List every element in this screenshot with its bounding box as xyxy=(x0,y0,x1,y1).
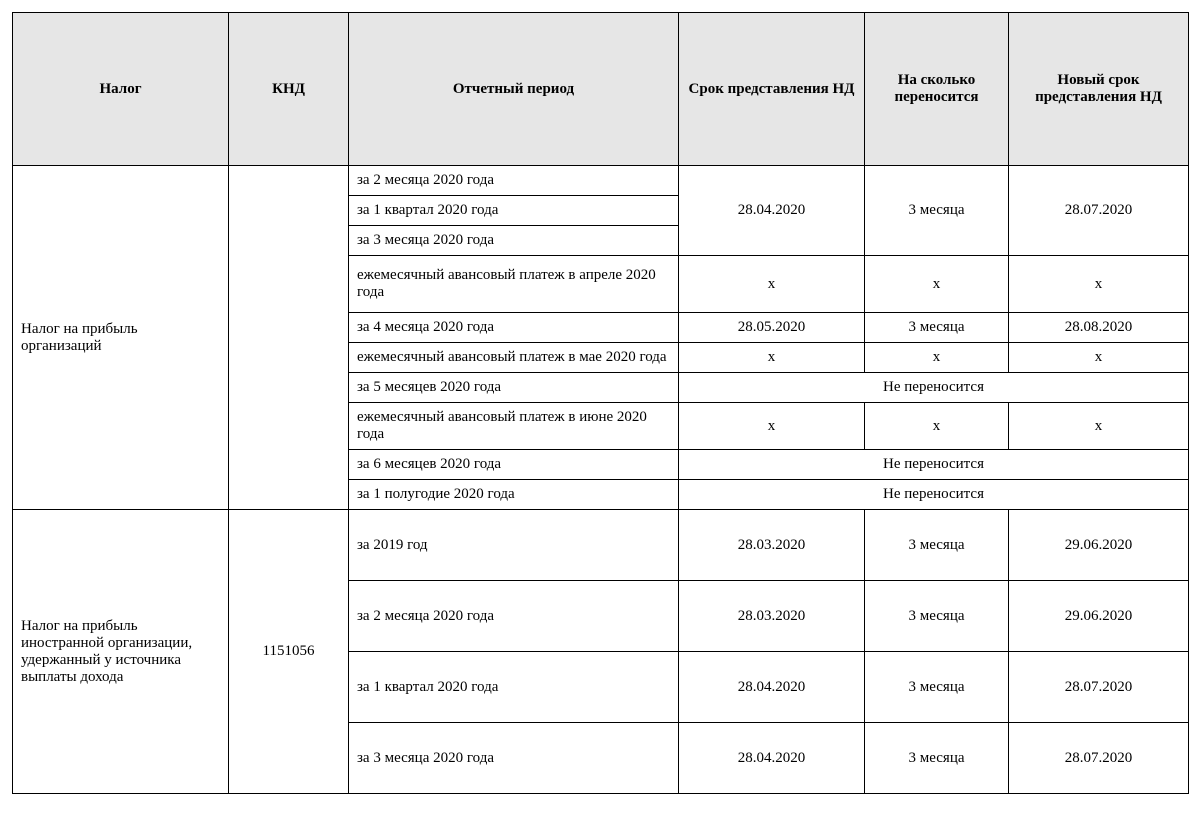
due-cell: 28.04.2020 xyxy=(679,166,865,256)
newdue-cell: 28.07.2020 xyxy=(1009,652,1189,723)
shift-cell: 3 месяца xyxy=(865,166,1009,256)
tax-cell: Налог на прибыль организаций xyxy=(13,166,229,510)
merged-note-cell: Не переносится xyxy=(679,480,1189,510)
period-cell: за 4 месяца 2020 года xyxy=(349,313,679,343)
col-header-due: Срок представления НД xyxy=(679,13,865,166)
newdue-cell: х xyxy=(1009,403,1189,450)
col-header-newdue: Новый срок представления НД xyxy=(1009,13,1189,166)
period-cell: за 1 полугодие 2020 года xyxy=(349,480,679,510)
period-cell: за 1 квартал 2020 года xyxy=(349,196,679,226)
period-cell: за 5 месяцев 2020 года xyxy=(349,373,679,403)
newdue-cell: 28.07.2020 xyxy=(1009,723,1189,794)
shift-cell: х xyxy=(865,403,1009,450)
due-cell: х xyxy=(679,256,865,313)
due-cell: 28.04.2020 xyxy=(679,652,865,723)
shift-cell: 3 месяца xyxy=(865,581,1009,652)
period-cell: за 3 месяца 2020 года xyxy=(349,723,679,794)
shift-cell: 3 месяца xyxy=(865,723,1009,794)
knd-cell: 1151056 xyxy=(229,510,349,794)
period-cell: за 1 квартал 2020 года xyxy=(349,652,679,723)
due-cell: 28.04.2020 xyxy=(679,723,865,794)
merged-note-cell: Не переносится xyxy=(679,450,1189,480)
period-cell: за 3 месяца 2020 года xyxy=(349,226,679,256)
table-header-row: Налог КНД Отчетный период Срок представл… xyxy=(13,13,1189,166)
newdue-cell: х xyxy=(1009,343,1189,373)
period-cell: за 2019 год xyxy=(349,510,679,581)
tax-cell: Налог на прибыль иностранной организации… xyxy=(13,510,229,794)
merged-note-cell: Не переносится xyxy=(679,373,1189,403)
shift-cell: 3 месяца xyxy=(865,652,1009,723)
period-cell: ежемесячный авансовый платеж в апреле 20… xyxy=(349,256,679,313)
due-cell: х xyxy=(679,403,865,450)
shift-cell: 3 месяца xyxy=(865,313,1009,343)
table-row: Налог на прибыль иностранной организации… xyxy=(13,510,1189,581)
col-header-tax: Налог xyxy=(13,13,229,166)
shift-cell: х xyxy=(865,343,1009,373)
col-header-knd: КНД xyxy=(229,13,349,166)
period-cell: ежемесячный авансовый платеж в мае 2020 … xyxy=(349,343,679,373)
shift-cell: х xyxy=(865,256,1009,313)
newdue-cell: 28.07.2020 xyxy=(1009,166,1189,256)
newdue-cell: х xyxy=(1009,256,1189,313)
period-cell: за 6 месяцев 2020 года xyxy=(349,450,679,480)
period-cell: ежемесячный авансовый платеж в июне 2020… xyxy=(349,403,679,450)
col-header-period: Отчетный период xyxy=(349,13,679,166)
table-row: Налог на прибыль организаций за 2 месяца… xyxy=(13,166,1189,196)
due-cell: 28.03.2020 xyxy=(679,581,865,652)
newdue-cell: 29.06.2020 xyxy=(1009,510,1189,581)
knd-cell xyxy=(229,166,349,510)
newdue-cell: 28.08.2020 xyxy=(1009,313,1189,343)
col-header-shift: На сколько переносится xyxy=(865,13,1009,166)
due-cell: х xyxy=(679,343,865,373)
shift-cell: 3 месяца xyxy=(865,510,1009,581)
period-cell: за 2 месяца 2020 года xyxy=(349,581,679,652)
period-cell: за 2 месяца 2020 года xyxy=(349,166,679,196)
due-cell: 28.05.2020 xyxy=(679,313,865,343)
newdue-cell: 29.06.2020 xyxy=(1009,581,1189,652)
tax-deadline-table: Налог КНД Отчетный период Срок представл… xyxy=(12,12,1189,794)
due-cell: 28.03.2020 xyxy=(679,510,865,581)
